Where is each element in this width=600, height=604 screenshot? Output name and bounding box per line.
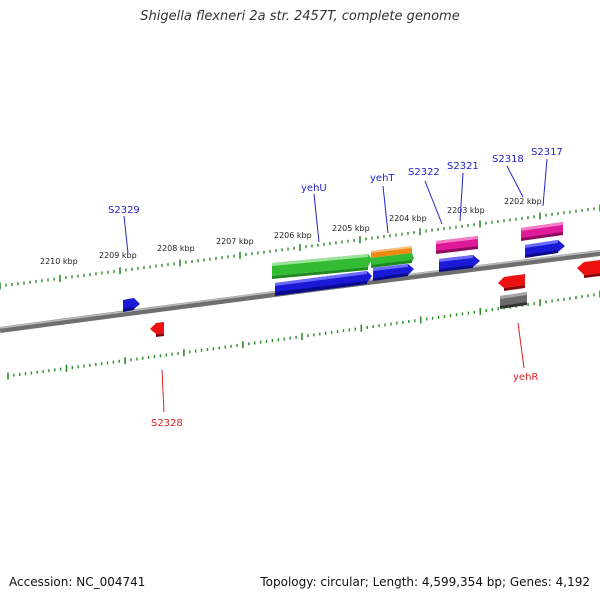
leader-line xyxy=(424,180,443,225)
leader-line xyxy=(382,185,389,234)
gene-label-S2329[interactable]: S2329 xyxy=(108,205,140,216)
green-gene-yehT[interactable] xyxy=(371,253,414,268)
kbp-label: 2204 kbp xyxy=(389,214,427,223)
page-title: Shigella flexneri 2a str. 2457T, complet… xyxy=(140,9,460,24)
gene-label-S2318[interactable]: S2318 xyxy=(492,154,524,165)
kbp-label: 2205 kbp xyxy=(332,224,370,233)
blue-gene-S2329[interactable] xyxy=(123,298,140,312)
kbp-label: 2209 kbp xyxy=(99,251,137,260)
blue-gene-S2317[interactable] xyxy=(525,240,565,258)
pink-gene-S2318[interactable] xyxy=(521,222,563,241)
blue-gene-yehU-lower[interactable] xyxy=(275,271,372,296)
green-gene-yehU[interactable] xyxy=(272,254,372,279)
gene-label-yehU[interactable]: yehU xyxy=(301,183,327,194)
gene-label-yehT[interactable]: yehT xyxy=(370,173,395,184)
kbp-label: 2206 kbp xyxy=(274,231,312,240)
orange-gene[interactable] xyxy=(371,246,412,258)
blue-gene-yehT-lower[interactable] xyxy=(373,264,414,281)
leader-line xyxy=(313,193,320,243)
kbp-label: 2207 kbp xyxy=(216,237,254,246)
accession-label: Accession: NC_004741 xyxy=(9,575,146,589)
kbp-label: 2203 kbp xyxy=(447,206,485,215)
blue-gene-S2321[interactable] xyxy=(439,255,480,272)
gene-label-S2317[interactable]: S2317 xyxy=(531,147,563,158)
kbp-label: 2208 kbp xyxy=(157,244,195,253)
upper-tick-track xyxy=(0,204,600,290)
gene-label-S2328[interactable]: S2328 xyxy=(151,418,183,429)
kbp-label: 2202 kbp xyxy=(504,197,542,206)
red-gene-S2328[interactable] xyxy=(150,322,164,337)
leader-line xyxy=(459,172,464,222)
gene-label-S2321[interactable]: S2321 xyxy=(447,161,479,172)
kbp-label: 2210 kbp xyxy=(40,257,78,266)
red-gene-yehR[interactable] xyxy=(498,274,525,291)
leader-line xyxy=(517,322,525,369)
lower-tick-track xyxy=(7,290,600,380)
leader-line xyxy=(161,369,165,413)
gene-label-yehR[interactable]: yehR xyxy=(513,372,538,383)
leader-line xyxy=(542,158,548,207)
gene-label-S2322[interactable]: S2322 xyxy=(408,167,440,178)
leader-line xyxy=(123,215,129,254)
topology-label: Topology: circular; Length: 4,599,354 bp… xyxy=(260,575,590,589)
pink-gene-S2322[interactable] xyxy=(436,236,478,254)
leader-line xyxy=(506,165,524,198)
gray-gene[interactable] xyxy=(500,292,527,309)
red-gene-edge[interactable] xyxy=(577,260,600,278)
